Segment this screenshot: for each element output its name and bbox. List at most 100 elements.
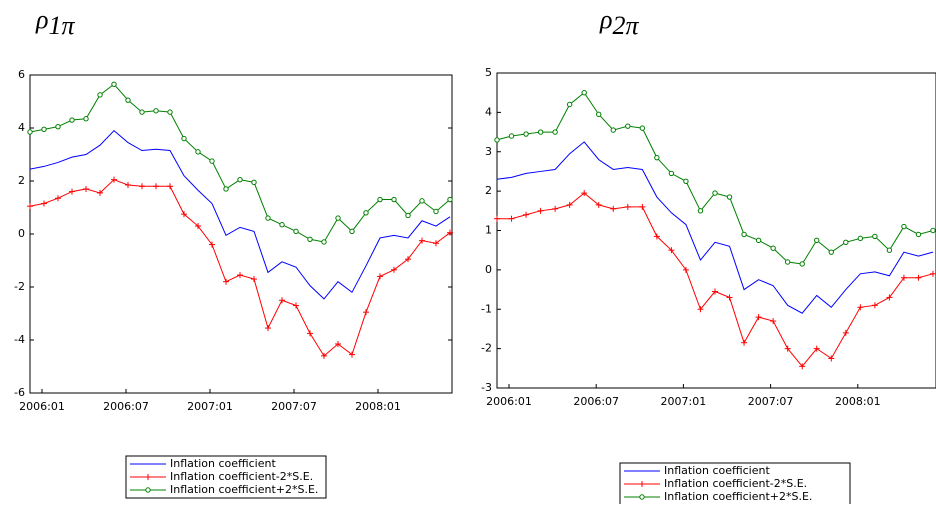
- marker: [293, 302, 299, 309]
- marker: [209, 158, 215, 164]
- panel: ρ2π -3 -2 -1 0 1 2 3 4 5 2006:01 2006:07 2007:01 2007…: [481, 5, 936, 506]
- marker: [799, 363, 806, 370]
- series-line: [497, 91, 934, 265]
- x-tick-label: 2008:01: [835, 395, 881, 408]
- marker: [581, 89, 587, 96]
- marker: [139, 109, 145, 115]
- x-tick-label: 2007:07: [748, 395, 794, 408]
- marker: [843, 239, 849, 246]
- marker: [784, 259, 791, 265]
- x-tick-label: 2006:07: [573, 395, 619, 408]
- x-tick-label: 2008:01: [355, 400, 401, 413]
- marker: [712, 288, 718, 295]
- marker: [697, 208, 704, 214]
- marker: [814, 237, 820, 244]
- series-line: [497, 192, 934, 368]
- marker: [668, 247, 675, 254]
- y-tick-label: 2: [18, 174, 25, 187]
- series-line: [30, 129, 451, 300]
- marker: [83, 185, 89, 192]
- marker: [195, 223, 201, 230]
- marker: [494, 137, 500, 143]
- marker: [125, 97, 131, 103]
- marker: [377, 273, 383, 280]
- y-tick-label: -6: [14, 386, 25, 399]
- marker: [494, 215, 500, 222]
- y-tick-label: -4: [14, 333, 25, 346]
- marker: [139, 183, 145, 190]
- marker: [523, 131, 529, 137]
- x-tick-label: 2006:07: [103, 400, 149, 413]
- marker: [770, 245, 776, 251]
- marker: [537, 129, 544, 135]
- series-line: [30, 179, 451, 357]
- marker: [69, 188, 75, 195]
- marker: [901, 223, 907, 230]
- marker: [265, 325, 271, 332]
- marker: [683, 178, 689, 184]
- marker: [69, 117, 75, 123]
- marker: [405, 212, 411, 219]
- marker: [181, 211, 187, 218]
- marker: [871, 302, 878, 309]
- marker: [167, 183, 173, 190]
- marker: [111, 81, 117, 87]
- marker: [886, 247, 893, 253]
- y-tick-label: 4: [485, 105, 492, 118]
- marker: [251, 276, 257, 283]
- marker: [251, 179, 257, 186]
- marker: [930, 270, 936, 277]
- y-tick-label: -3: [481, 381, 492, 394]
- marker: [55, 123, 61, 130]
- title-symbol: ρ: [599, 5, 612, 34]
- marker: [625, 123, 631, 129]
- marker: [639, 125, 646, 131]
- marker: [828, 249, 834, 255]
- marker: [755, 237, 762, 244]
- legend-label: Inflation coefficient: [664, 464, 770, 477]
- y-tick-label: 6: [18, 68, 25, 81]
- marker: [41, 126, 47, 133]
- marker: [335, 215, 341, 221]
- marker: [433, 240, 439, 247]
- legend-label: Inflation coefficient: [170, 457, 276, 470]
- title-symbol: ρ: [35, 5, 48, 34]
- chart-title: ρ1π: [35, 5, 75, 40]
- marker: [639, 203, 646, 210]
- marker: [83, 116, 89, 122]
- marker: [639, 481, 645, 487]
- legend-label: Inflation coefficient+2*S.E.: [664, 490, 812, 503]
- marker: [930, 227, 936, 234]
- marker: [153, 108, 159, 114]
- marker: [279, 222, 285, 228]
- marker: [27, 129, 33, 135]
- marker: [279, 297, 285, 304]
- marker: [915, 274, 922, 281]
- marker: [447, 229, 453, 236]
- marker: [915, 231, 922, 238]
- marker: [223, 278, 229, 285]
- x-tick-label: 2007:07: [271, 400, 317, 413]
- marker: [363, 309, 369, 316]
- marker: [41, 200, 47, 207]
- marker: [265, 215, 271, 221]
- marker: [363, 210, 369, 216]
- marker: [508, 133, 515, 139]
- x-tick-label: 2006:01: [486, 395, 532, 408]
- marker: [405, 256, 411, 263]
- marker: [125, 181, 131, 188]
- marker: [145, 474, 151, 480]
- marker: [223, 186, 229, 192]
- marker: [237, 176, 243, 183]
- marker: [610, 127, 616, 133]
- marker: [349, 351, 355, 358]
- marker: [335, 340, 341, 347]
- marker: [857, 235, 864, 242]
- y-tick-label: -2: [14, 280, 25, 293]
- marker: [55, 195, 61, 202]
- marker: [321, 239, 327, 245]
- y-tick-label: 0: [485, 263, 492, 276]
- marker: [697, 306, 704, 313]
- marker: [293, 228, 299, 235]
